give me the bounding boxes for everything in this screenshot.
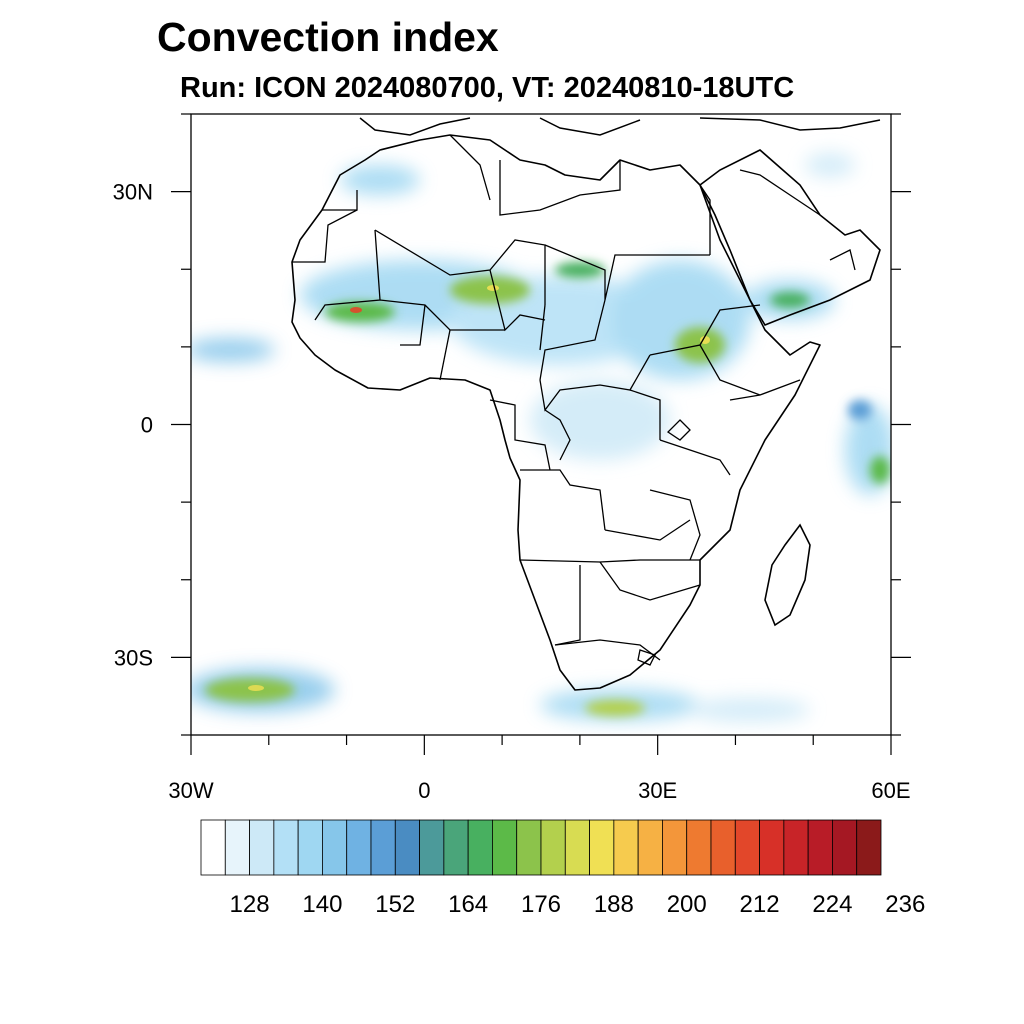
colorbar-swatch <box>832 819 858 876</box>
colorbar-swatch <box>807 819 833 876</box>
map-area <box>191 114 891 735</box>
colorbar-label: 212 <box>740 891 780 918</box>
colorbar-label: 128 <box>230 891 270 918</box>
colorbar-swatch <box>322 819 348 876</box>
colorbar-label: 176 <box>521 891 561 918</box>
coastline-arabia <box>698 149 881 326</box>
country-borders <box>292 134 856 666</box>
colorbar-swatch <box>297 819 323 876</box>
colorbar-label: 200 <box>667 891 707 918</box>
colorbar-swatch <box>249 819 275 876</box>
colorbar-swatch <box>589 819 615 876</box>
colorbar-swatch <box>224 819 250 876</box>
colorbar-swatch <box>686 819 712 876</box>
coastline-europe <box>359 117 881 136</box>
colorbar-swatch <box>637 819 663 876</box>
colorbar-label: 188 <box>594 891 634 918</box>
colorbar-swatch <box>273 819 299 876</box>
colorbar-swatch <box>734 819 760 876</box>
colorbar-swatch <box>419 819 445 876</box>
lon-tick-label: 0 <box>418 778 430 803</box>
colorbar-swatch <box>370 819 396 876</box>
lat-tick-label: 30N <box>113 180 153 205</box>
colorbar-swatch <box>564 819 590 876</box>
colorbar-swatch <box>613 819 639 876</box>
colorbar-swatch <box>783 819 809 876</box>
colorbar-label: 236 <box>885 891 925 918</box>
colorbar-swatch <box>516 819 542 876</box>
colorbar-swatch <box>856 819 882 876</box>
lat-tick-label: 30S <box>114 645 153 670</box>
lon-tick-label: 30E <box>638 778 677 803</box>
colorbar-swatch <box>540 819 566 876</box>
colorbar-label: 152 <box>375 891 415 918</box>
colorbar-swatch <box>662 819 688 876</box>
axis-ticks <box>171 113 911 755</box>
lat-tick-label: 0 <box>141 413 153 438</box>
colorbar <box>200 819 882 876</box>
colorbar-swatch <box>200 819 226 876</box>
colorbar-label: 164 <box>448 891 488 918</box>
colorbar-swatch <box>346 819 372 876</box>
colorbar-labels: 128 140 152 164 176 188 200 212 224 236 <box>230 891 926 918</box>
convection-field <box>191 153 891 722</box>
colorbar-swatch <box>759 819 785 876</box>
colorbar-swatch <box>467 819 493 876</box>
colorbar-label: 140 <box>302 891 342 918</box>
colorbar-swatch <box>394 819 420 876</box>
colorbar-swatch <box>710 819 736 876</box>
axis-tick-labels: 30N 0 30S 30W 0 30E 60E <box>113 180 911 803</box>
map-title: Convection index <box>157 14 499 60</box>
colorbar-swatch <box>443 819 469 876</box>
lon-tick-label: 30W <box>168 778 213 803</box>
coastline-madagascar <box>764 523 811 627</box>
colorbar-label: 224 <box>812 891 852 918</box>
map-subtitle: Run: ICON 2024080700, VT: 20240810-18UTC <box>180 72 795 104</box>
lon-tick-label: 60E <box>871 778 910 803</box>
colorbar-swatch <box>492 819 518 876</box>
